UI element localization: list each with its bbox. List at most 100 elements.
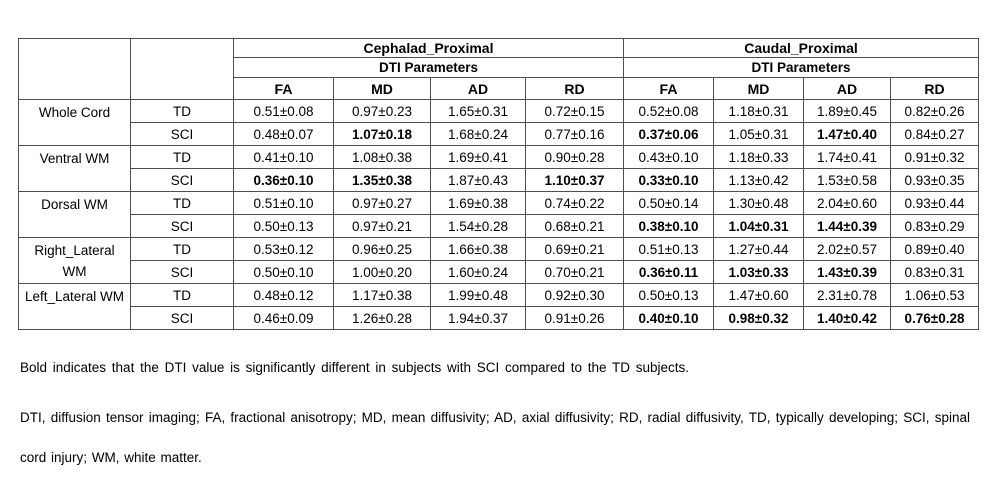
dti-value-cell: 1.47±0.60 xyxy=(713,283,804,307)
dti-value-cell: 1.69±0.38 xyxy=(430,191,526,215)
dti-value-cell: 1.06±0.53 xyxy=(889,283,980,307)
dti-value-cell: 0.91±0.26 xyxy=(525,306,624,330)
dti-value-cell: 0.51±0.08 xyxy=(233,99,334,123)
dti-value-cell: 1.94±0.37 xyxy=(430,306,526,330)
table-row: SCI 0.48±0.07 1.07±0.18 1.68±0.24 0.77±0.16 0… xyxy=(19,122,980,146)
dti-value-cell: 0.93±0.35 xyxy=(889,168,980,192)
dti-value-cell: 0.76±0.28 xyxy=(889,306,980,330)
dti-value-cell: 0.38±0.10 xyxy=(623,214,714,238)
table-row: SCI 0.46±0.09 1.26±0.28 1.94±0.37 0.91±0.26 0… xyxy=(19,306,980,330)
cohort-cell: TD xyxy=(130,99,234,123)
dti-value-cell: 1.40±0.42 xyxy=(803,306,891,330)
dti-value-cell: 0.83±0.31 xyxy=(889,260,980,284)
dti-value-cell: 1.54±0.28 xyxy=(430,214,526,238)
dti-value-cell: 1.00±0.20 xyxy=(333,260,431,284)
cohort-cell: SCI xyxy=(130,122,234,146)
dti-value-cell: 0.84±0.27 xyxy=(889,122,980,146)
dti-value-cell: 1.99±0.48 xyxy=(430,283,526,307)
dti-value-cell: 0.48±0.12 xyxy=(233,283,334,307)
column-group-caudal-proximal: Caudal_Proximal xyxy=(622,38,980,58)
significance-note: Bold indicates that the DTI value is sig… xyxy=(20,360,690,375)
dti-value-cell: 1.44±0.39 xyxy=(803,214,891,238)
dti-value-cell: 1.69±0.41 xyxy=(430,145,526,169)
dti-value-cell: 1.47±0.40 xyxy=(803,122,891,146)
dti-value-cell: 1.43±0.39 xyxy=(803,260,891,284)
dti-value-cell: 0.50±0.10 xyxy=(233,260,334,284)
cohort-cell: TD xyxy=(130,191,234,215)
dti-value-cell: 1.03±0.33 xyxy=(713,260,804,284)
cohort-cell: SCI xyxy=(130,168,234,192)
table-row: SCI 0.50±0.13 0.97±0.21 1.54±0.28 0.68±0.21 0… xyxy=(19,214,980,238)
cohort-cell: SCI xyxy=(130,306,234,330)
dti-value-cell: 0.91±0.32 xyxy=(889,145,980,169)
column-header-rd-caudal: RD xyxy=(889,77,980,100)
region-cell: Left_Lateral WM xyxy=(18,283,131,330)
dti-value-cell: 0.93±0.44 xyxy=(889,191,980,215)
dti-value-cell: 1.35±0.38 xyxy=(333,168,431,192)
column-header-ad-caudal: AD xyxy=(803,77,891,100)
dti-value-cell: 1.07±0.18 xyxy=(333,122,431,146)
cohort-cell: TD xyxy=(130,283,234,307)
region-cell: Dorsal WM xyxy=(18,191,131,238)
dti-value-cell: 0.92±0.30 xyxy=(525,283,624,307)
dti-value-cell: 0.97±0.27 xyxy=(333,191,431,215)
region-cell: Right_Lateral WM xyxy=(18,237,131,284)
corner-cell-cohort xyxy=(130,38,234,100)
header-row-params: FA MD AD RD FA MD AD RD xyxy=(19,77,980,100)
column-header-rd-cephalad: RD xyxy=(525,77,624,100)
column-header-md-caudal: MD xyxy=(713,77,804,100)
subheader-dti-parameters-cephalad: DTI Parameters xyxy=(233,57,624,78)
corner-cell-region xyxy=(18,38,131,100)
dti-value-cell: 0.37±0.06 xyxy=(623,122,714,146)
dti-value-cell: 1.17±0.38 xyxy=(333,283,431,307)
dti-value-cell: 0.98±0.32 xyxy=(713,306,804,330)
dti-value-cell: 0.53±0.12 xyxy=(233,237,334,261)
dti-value-cell: 1.87±0.43 xyxy=(430,168,526,192)
dti-parameters-table: Cephalad_Proximal Caudal_Proximal DTI Pa… xyxy=(18,38,980,330)
dti-value-cell: 1.26±0.28 xyxy=(333,306,431,330)
dti-value-cell: 1.60±0.24 xyxy=(430,260,526,284)
dti-value-cell: 2.31±0.78 xyxy=(803,283,891,307)
dti-value-cell: 1.18±0.33 xyxy=(713,145,804,169)
dti-value-cell: 0.90±0.28 xyxy=(525,145,624,169)
dti-value-cell: 0.50±0.13 xyxy=(623,283,714,307)
dti-value-cell: 0.72±0.15 xyxy=(525,99,624,123)
cohort-cell: SCI xyxy=(130,214,234,238)
dti-value-cell: 1.13±0.42 xyxy=(713,168,804,192)
dti-value-cell: 1.08±0.38 xyxy=(333,145,431,169)
table-row: Dorsal WM TD 0.51±0.10 0.97±0.27 1.69±0.38 0.… xyxy=(18,191,980,238)
column-header-md-cephalad: MD xyxy=(333,77,431,100)
dti-value-cell: 1.04±0.31 xyxy=(713,214,804,238)
region-cell: Ventral WM xyxy=(18,145,131,192)
table-row: Left_Lateral WM TD 0.48±0.12 1.17±0.38 1.99±… xyxy=(18,283,980,330)
dti-value-cell: 2.02±0.57 xyxy=(803,237,891,261)
dti-value-cell: 0.96±0.25 xyxy=(333,237,431,261)
dti-value-cell: 2.04±0.60 xyxy=(803,191,891,215)
column-header-ad-cephalad: AD xyxy=(430,77,526,100)
dti-value-cell: 1.68±0.24 xyxy=(430,122,526,146)
cohort-cell: SCI xyxy=(130,260,234,284)
dti-value-cell: 0.77±0.16 xyxy=(525,122,624,146)
abbreviations-note: DTI, diffusion tensor imaging; FA, fract… xyxy=(20,410,970,465)
dti-value-cell: 0.36±0.11 xyxy=(623,260,714,284)
column-header-fa-cephalad: FA xyxy=(233,77,334,100)
table-row: Whole Cord TD 0.51±0.08 0.97±0.23 1.65±0.31 0… xyxy=(18,99,980,146)
dti-value-cell: 0.48±0.07 xyxy=(233,122,334,146)
dti-value-cell: 0.36±0.10 xyxy=(233,168,334,192)
table-row: SCI 0.36±0.10 1.35±0.38 1.87±0.43 1.10±0.37 0… xyxy=(19,168,980,192)
dti-value-cell: 0.83±0.29 xyxy=(889,214,980,238)
dti-value-cell: 0.70±0.21 xyxy=(525,260,624,284)
dti-value-cell: 1.66±0.38 xyxy=(430,237,526,261)
dti-value-cell: 0.82±0.26 xyxy=(889,99,980,123)
dti-value-cell: 0.97±0.23 xyxy=(333,99,431,123)
dti-value-cell: 1.10±0.37 xyxy=(525,168,624,192)
dti-value-cell: 0.52±0.08 xyxy=(623,99,714,123)
dti-value-cell: 1.30±0.48 xyxy=(713,191,804,215)
dti-value-cell: 0.50±0.13 xyxy=(233,214,334,238)
column-group-cephalad-proximal: Cephalad_Proximal xyxy=(233,38,624,58)
dti-value-cell: 0.46±0.09 xyxy=(233,306,334,330)
region-cell: Whole Cord xyxy=(18,99,131,146)
subheader-dti-parameters-caudal: DTI Parameters xyxy=(622,57,980,78)
dti-value-cell: 1.53±0.58 xyxy=(803,168,891,192)
